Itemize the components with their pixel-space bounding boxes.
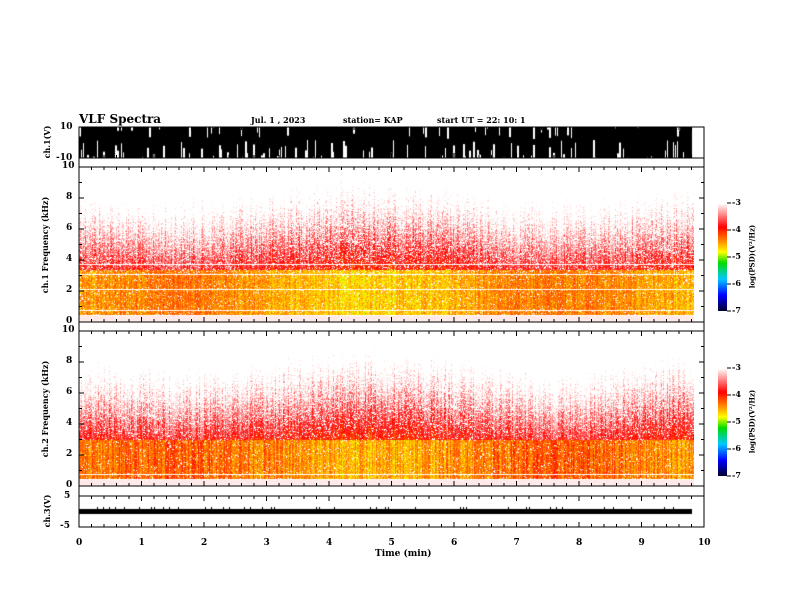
spectrogram-ytick: 4 <box>66 418 73 428</box>
ch2-freq-ylabel: ch.2 Frequency (kHz) <box>40 360 50 458</box>
ch1-freq-ylabel: ch.1 Frequency (kHz) <box>40 196 50 294</box>
panel-frame <box>78 321 705 332</box>
panel-frame <box>78 330 705 487</box>
colorbar-tick: -7 <box>732 305 741 315</box>
ch2-colorbar <box>718 368 727 476</box>
panel-frame <box>78 166 705 323</box>
ch3-ytick-bottom: -5 <box>60 521 70 531</box>
x-tick-label: 7 <box>513 538 520 548</box>
station-label: station= KAP <box>343 115 403 125</box>
x-tick-label: 5 <box>388 538 395 548</box>
ch3-waveform-plot <box>79 496 704 527</box>
colorbar1-label: log(PSD)(V²/Hz) <box>747 224 757 289</box>
spectrogram-ytick: 10 <box>62 161 75 171</box>
spectrogram-ytick: 6 <box>66 223 73 233</box>
figure-title: VLF Spectra <box>79 112 162 126</box>
x-tick-label: 10 <box>698 538 711 548</box>
ch2-spectrogram <box>79 331 694 486</box>
x-tick-label: 1 <box>138 538 145 548</box>
date-label: Jul. 1 , 2023 <box>251 115 306 125</box>
start-time-label: start UT = 22: 10: 1 <box>437 115 526 125</box>
panel-frame <box>78 157 705 168</box>
colorbar-tick: -3 <box>732 362 741 372</box>
spectrogram-ytick: 6 <box>66 387 73 397</box>
colorbar-tick: -4 <box>732 224 741 234</box>
ch3-ytick-top: 5 <box>64 491 71 501</box>
colorbar-tick: -3 <box>732 197 741 207</box>
ch1-waveform-plot <box>79 127 704 158</box>
colorbar-tick: -5 <box>732 251 741 261</box>
ch3-ylabel: ch.3(V) <box>42 494 52 528</box>
x-tick-label: 3 <box>263 538 270 548</box>
x-tick-label: 4 <box>326 538 333 548</box>
spectrogram-ytick: 8 <box>66 356 73 366</box>
x-tick-label: 8 <box>576 538 583 548</box>
spectrogram-ytick: 8 <box>66 192 73 202</box>
colorbar-tick: -5 <box>732 416 741 426</box>
spectrogram-ytick: 4 <box>66 254 73 264</box>
colorbar2-label: log(PSD)(V²/Hz) <box>747 389 757 454</box>
colorbar-tick: -4 <box>732 389 741 399</box>
x-tick-label: 6 <box>451 538 458 548</box>
x-tick-label: 2 <box>201 538 208 548</box>
panel-frame <box>78 485 705 497</box>
x-axis-label: Time (min) <box>375 549 432 559</box>
spectrogram-ytick: 2 <box>66 285 73 295</box>
spectrogram-ytick: 10 <box>62 325 75 335</box>
x-tick-label: 9 <box>638 538 645 548</box>
colorbar-tick: -7 <box>732 470 741 480</box>
ch1-ytick-top: 10 <box>60 122 73 132</box>
colorbar-tick: -6 <box>732 278 741 288</box>
ch1-colorbar <box>718 203 727 311</box>
ch1-ylabel: ch.1(V) <box>42 125 52 159</box>
spectrogram-ytick: 0 <box>66 316 73 326</box>
colorbar-tick: -6 <box>732 443 741 453</box>
spectrogram-ytick: 0 <box>66 480 73 490</box>
x-tick-label: 0 <box>76 538 83 548</box>
spectrogram-ytick: 2 <box>66 449 73 459</box>
ch1-ytick-bottom: -10 <box>56 153 73 163</box>
ch1-spectrogram <box>79 167 694 322</box>
